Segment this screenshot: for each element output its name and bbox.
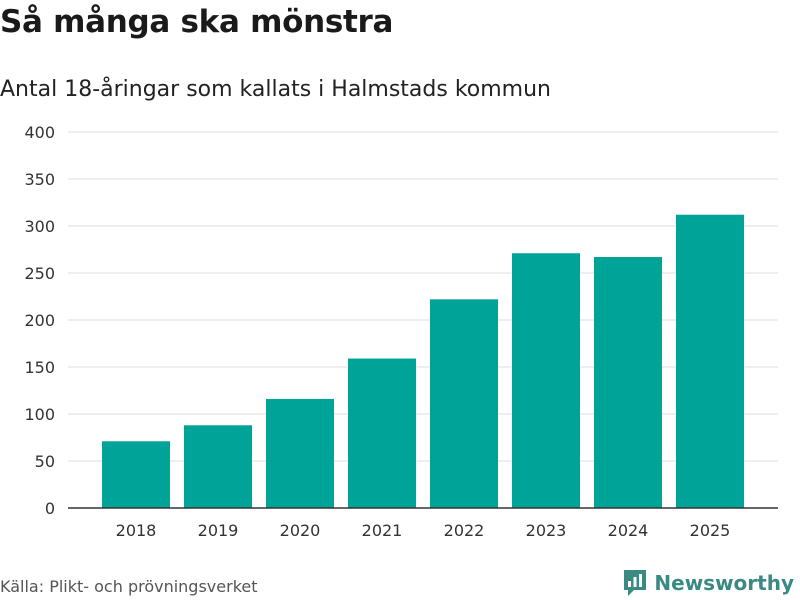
x-tick-label: 2022	[444, 521, 485, 540]
bar-2023	[512, 253, 580, 508]
brand-name: Newsworthy	[654, 571, 794, 595]
chart-title: Så många ska mönstra	[0, 4, 394, 40]
y-tick-label: 100	[24, 405, 55, 424]
bar-chart: 0 50 100 150 200 250 300 350 400 2018 2019 2020 202…	[24, 123, 778, 540]
bar-2022	[430, 299, 498, 508]
y-tick-label: 200	[24, 311, 55, 330]
brand-logo: Newsworthy	[622, 568, 794, 598]
y-tick-label: 50	[35, 452, 55, 471]
bars	[102, 214, 744, 508]
x-tick-label: 2025	[690, 521, 731, 540]
x-axis-ticks: 2018 2019 2020 2021 2022 2023 2024 2025	[116, 521, 731, 540]
y-tick-label: 400	[24, 123, 55, 142]
x-tick-label: 2019	[198, 521, 239, 540]
bar-2020	[266, 398, 334, 508]
chart-subtitle: Antal 18-åringar som kallats i Halmstads…	[0, 77, 551, 102]
y-tick-label: 300	[24, 217, 55, 236]
y-tick-label: 0	[45, 499, 55, 518]
source-note: Källa: Plikt- och prövningsverket	[0, 577, 258, 596]
bar-2019	[184, 425, 252, 508]
bar-2025	[676, 214, 744, 508]
y-tick-label: 250	[24, 264, 55, 283]
x-tick-label: 2024	[608, 521, 649, 540]
x-tick-label: 2021	[362, 521, 403, 540]
bar-2018	[102, 441, 170, 508]
x-tick-label: 2018	[116, 521, 157, 540]
y-tick-label: 150	[24, 358, 55, 377]
grid-lines	[68, 131, 778, 462]
bar-2021	[348, 358, 416, 508]
x-tick-label: 2023	[526, 521, 567, 540]
y-axis-ticks: 0 50 100 150 200 250 300 350 400	[24, 123, 55, 518]
x-tick-label: 2020	[280, 521, 321, 540]
bar-chart-speech-bubble-icon	[624, 570, 647, 596]
bar-2024	[594, 257, 662, 508]
y-tick-label: 350	[24, 170, 55, 189]
